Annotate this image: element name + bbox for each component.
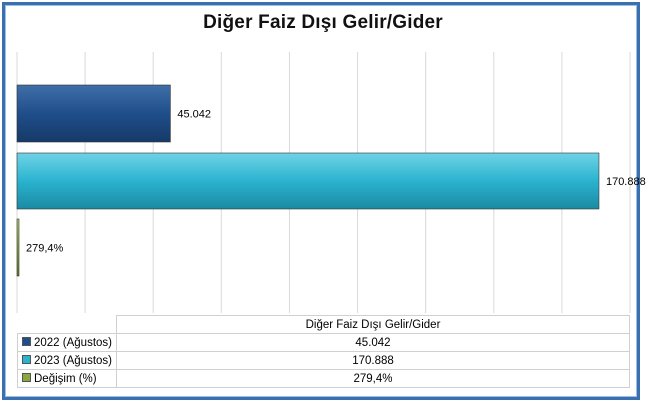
legend-swatch-2022 (22, 336, 31, 346)
data-table-value-2023: 170.888 (116, 351, 630, 370)
data-table-value-degisim: 279,4% (116, 369, 630, 388)
legend-label-2023: 2023 (Ağustos) (34, 354, 112, 367)
legend-swatch-2023 (22, 354, 31, 364)
bar-1 (16, 152, 600, 210)
data-label-2: 279,4% (26, 243, 64, 255)
data-table: Diğer Faiz Dışı Gelir/Gider 2022 (Ağusto… (17, 315, 630, 388)
bar-2 (16, 218, 20, 277)
legend-swatch-degisim (22, 372, 31, 382)
chart-title: Diğer Faiz Dışı Gelir/Gider (203, 12, 443, 33)
bar-0 (16, 84, 171, 143)
data-table-header: Diğer Faiz Dışı Gelir/Gider (116, 315, 630, 334)
data-table-row: Değişim (%) 279,4% (17, 369, 630, 388)
data-table-row: 2022 (Ağustos) 45.042 (17, 333, 630, 352)
legend-label-2022: 2022 (Ağustos) (34, 336, 112, 349)
legend-label-degisim: Değişim (%) (34, 372, 97, 385)
data-label-0: 45.042 (177, 109, 211, 121)
data-table-row: 2023 (Ağustos) 170.888 (17, 351, 630, 370)
data-label-1: 170.888 (606, 176, 646, 188)
data-table-value-2022: 45.042 (116, 333, 630, 352)
